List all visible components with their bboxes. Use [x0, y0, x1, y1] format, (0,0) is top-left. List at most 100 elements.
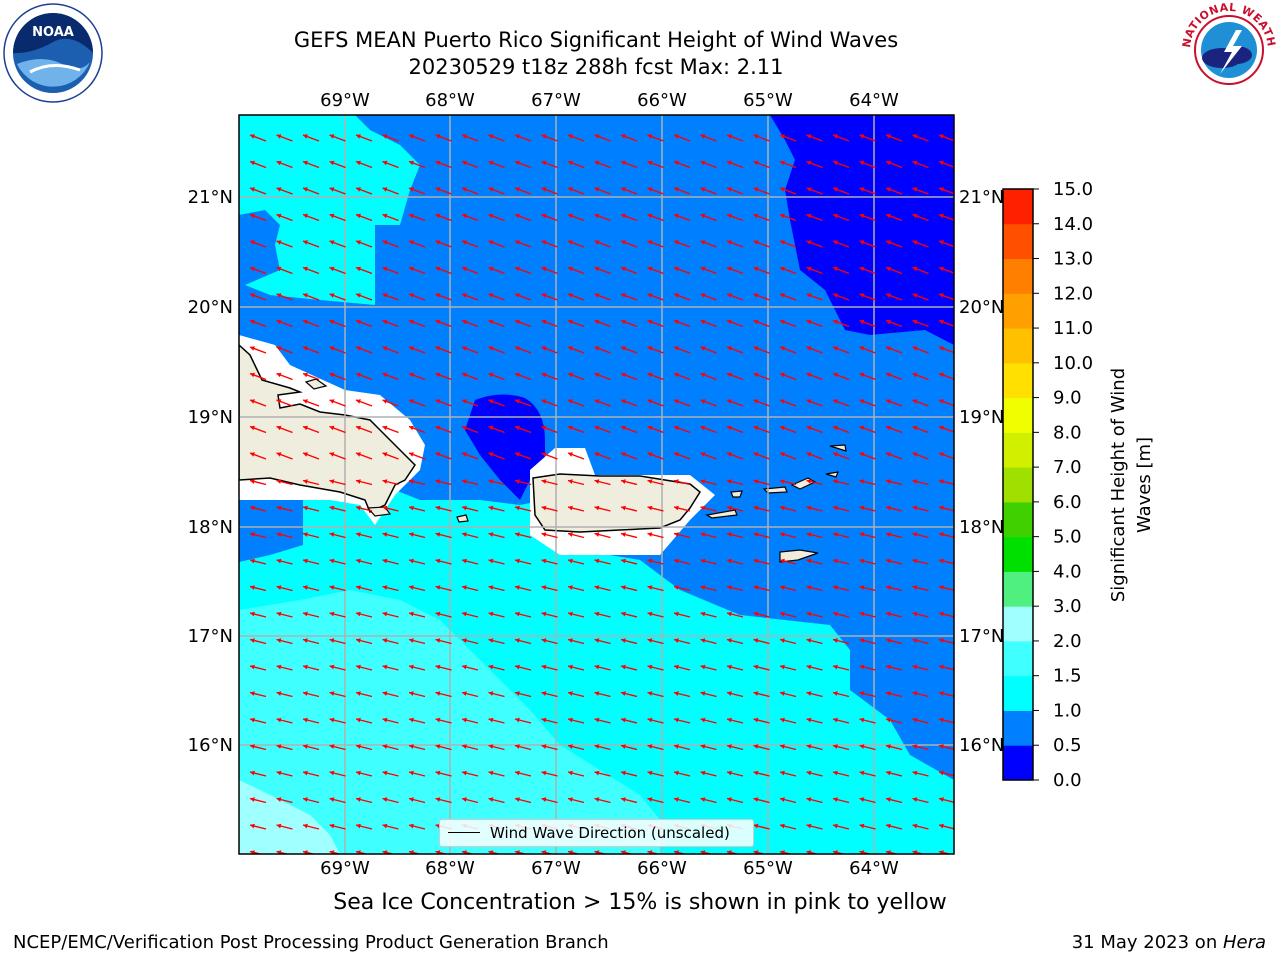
wind-arrow-333: [488, 452, 505, 460]
wind-arrow-376: [912, 479, 929, 486]
colorbar-label-15: 13.0: [1053, 249, 1093, 270]
wind-arrow-218: [302, 346, 320, 354]
wind-arrow-702: [249, 823, 267, 830]
wind-arrow-215: [938, 319, 954, 327]
wind-arrow-167: [382, 293, 399, 301]
wind-arrow-401: [859, 505, 876, 512]
wind-arrow-434: [302, 558, 320, 565]
wind-arrow-128: [779, 240, 797, 248]
wind-arrow-460: [276, 585, 293, 592]
wind-arrow-510: [885, 611, 903, 618]
wind-arrow-155: [779, 266, 797, 275]
wind-arrow-78: [885, 187, 903, 195]
wind-arrow-538: [912, 638, 929, 645]
wind-arrow-594: [249, 717, 267, 724]
wind-arrow-257: [620, 372, 638, 381]
lon-label-bottom-4: 65°W: [743, 858, 793, 879]
wind-arrow-186: [885, 293, 903, 301]
wind-arrow-562: [832, 664, 850, 671]
wind-arrow-2: [302, 134, 320, 142]
wind-arrow-546: [408, 664, 426, 671]
wind-arrow-258: [647, 372, 664, 381]
wind-arrow-668: [779, 770, 797, 777]
wind-arrow-445: [594, 558, 611, 565]
wind-arrow-303: [408, 425, 426, 434]
map-frame: [238, 114, 955, 855]
wind-arrow-369: [726, 479, 744, 486]
latitude-labels-right: 21°N 20°N 19°N 18°N 17°N 16°N: [959, 187, 1004, 756]
wind-arrow-88: [435, 213, 452, 222]
wind-arrow-351: [249, 479, 267, 486]
wind-arrow-97: [673, 213, 691, 222]
wind-arrow-551: [541, 664, 558, 671]
wind-arrow-605: [541, 717, 558, 724]
wind-arrow-59: [382, 187, 399, 195]
wind-arrow-245: [302, 372, 320, 381]
wind-arrow-448: [673, 558, 691, 565]
wind-arrow-576: [488, 691, 505, 698]
lat-label-right-0: 21°N: [959, 187, 1004, 208]
wind-arrow-29: [302, 160, 320, 169]
wind-arrow-474: [647, 585, 664, 592]
wind-arrow-490: [355, 611, 373, 618]
wind-arrow-224: [461, 346, 479, 354]
wind-arrow-555: [647, 664, 664, 671]
wind-arrow-5: [382, 134, 399, 142]
wind-arrow-321: [885, 425, 903, 434]
wind-arrow-20: [779, 134, 797, 142]
wind-arrow-137: [302, 266, 320, 275]
wind-arrow-328: [355, 452, 373, 460]
lat-label-left-0: 21°N: [188, 187, 233, 208]
wind-arrow-453: [806, 558, 823, 565]
wind-arrow-32: [382, 160, 399, 169]
wind-arrow-456: [885, 558, 903, 565]
wind-arrow-398: [779, 505, 797, 512]
land-culebra: [730, 490, 743, 498]
wind-arrow-220: [355, 346, 373, 354]
wind-arrow-615: [806, 717, 823, 724]
colorbar-label-14: 12.0: [1053, 283, 1093, 304]
wind-arrow-411: [408, 532, 426, 539]
chart-title: GEFS MEAN Puerto Rico Significant Height…: [293, 28, 899, 52]
wind-arrow-380: [302, 505, 320, 512]
wind-arrow-213: [885, 319, 903, 328]
wind-arrow-368: [700, 479, 717, 486]
wind-arrow-246: [329, 372, 346, 381]
wind-arrow-613: [753, 717, 770, 724]
wind-arrow-238: [832, 346, 850, 354]
wind-arrow-662: [620, 770, 638, 777]
lon-label-top-0: 69°W: [320, 90, 370, 111]
wind-arrow-174: [567, 293, 585, 301]
wind-arrow-385: [435, 505, 452, 512]
wind-arrow-19: [753, 134, 770, 142]
wind-arrow-357: [408, 479, 426, 486]
wind-arrow-122: [620, 240, 638, 248]
wind-arrow-563: [859, 664, 876, 671]
wave-band-0.0-0.5-northeast: [770, 115, 954, 345]
wind-arrow-103: [832, 213, 850, 222]
colorbar: 0.0 0.5 1.0 1.5 2.0 3.0 4.0 5.0 6.0 7.0 8.0 9.0 10.0…: [1002, 179, 1093, 791]
colorbar-title-line1: Significant Height of Wind: [1108, 368, 1129, 602]
wind-arrow-70: [673, 187, 691, 195]
colorbar-label-1: 0.5: [1053, 735, 1082, 756]
wind-arrow-126: [726, 240, 744, 248]
wind-arrow-187: [912, 293, 929, 301]
colorbar-label-16: 14.0: [1053, 214, 1093, 235]
wind-arrow-17: [700, 134, 717, 142]
colorbar-segment-0: [1003, 745, 1033, 781]
lat-label-left-3: 18°N: [188, 517, 233, 538]
wind-arrow-623: [302, 744, 320, 751]
lon-label-bottom-0: 69°W: [320, 858, 370, 879]
wind-arrow-199: [514, 319, 532, 328]
wind-arrow-489: [329, 611, 346, 618]
sea-ice-caption: Sea Ice Concentration > 15% is shown in …: [333, 890, 947, 915]
wind-arrow-462: [329, 585, 346, 592]
wind-arrow-611: [700, 717, 717, 724]
wind-arrow-204: [647, 319, 664, 328]
colorbar-segment-10: [1003, 397, 1033, 433]
wind-arrow-663: [647, 770, 664, 777]
wind-arrow-249: [408, 372, 426, 381]
national-weather-service-logo: NATIONAL WEATHER SERVICE: [1178, 0, 1278, 96]
wind-arrow-1: [276, 134, 293, 142]
wind-arrow-223: [435, 346, 452, 354]
